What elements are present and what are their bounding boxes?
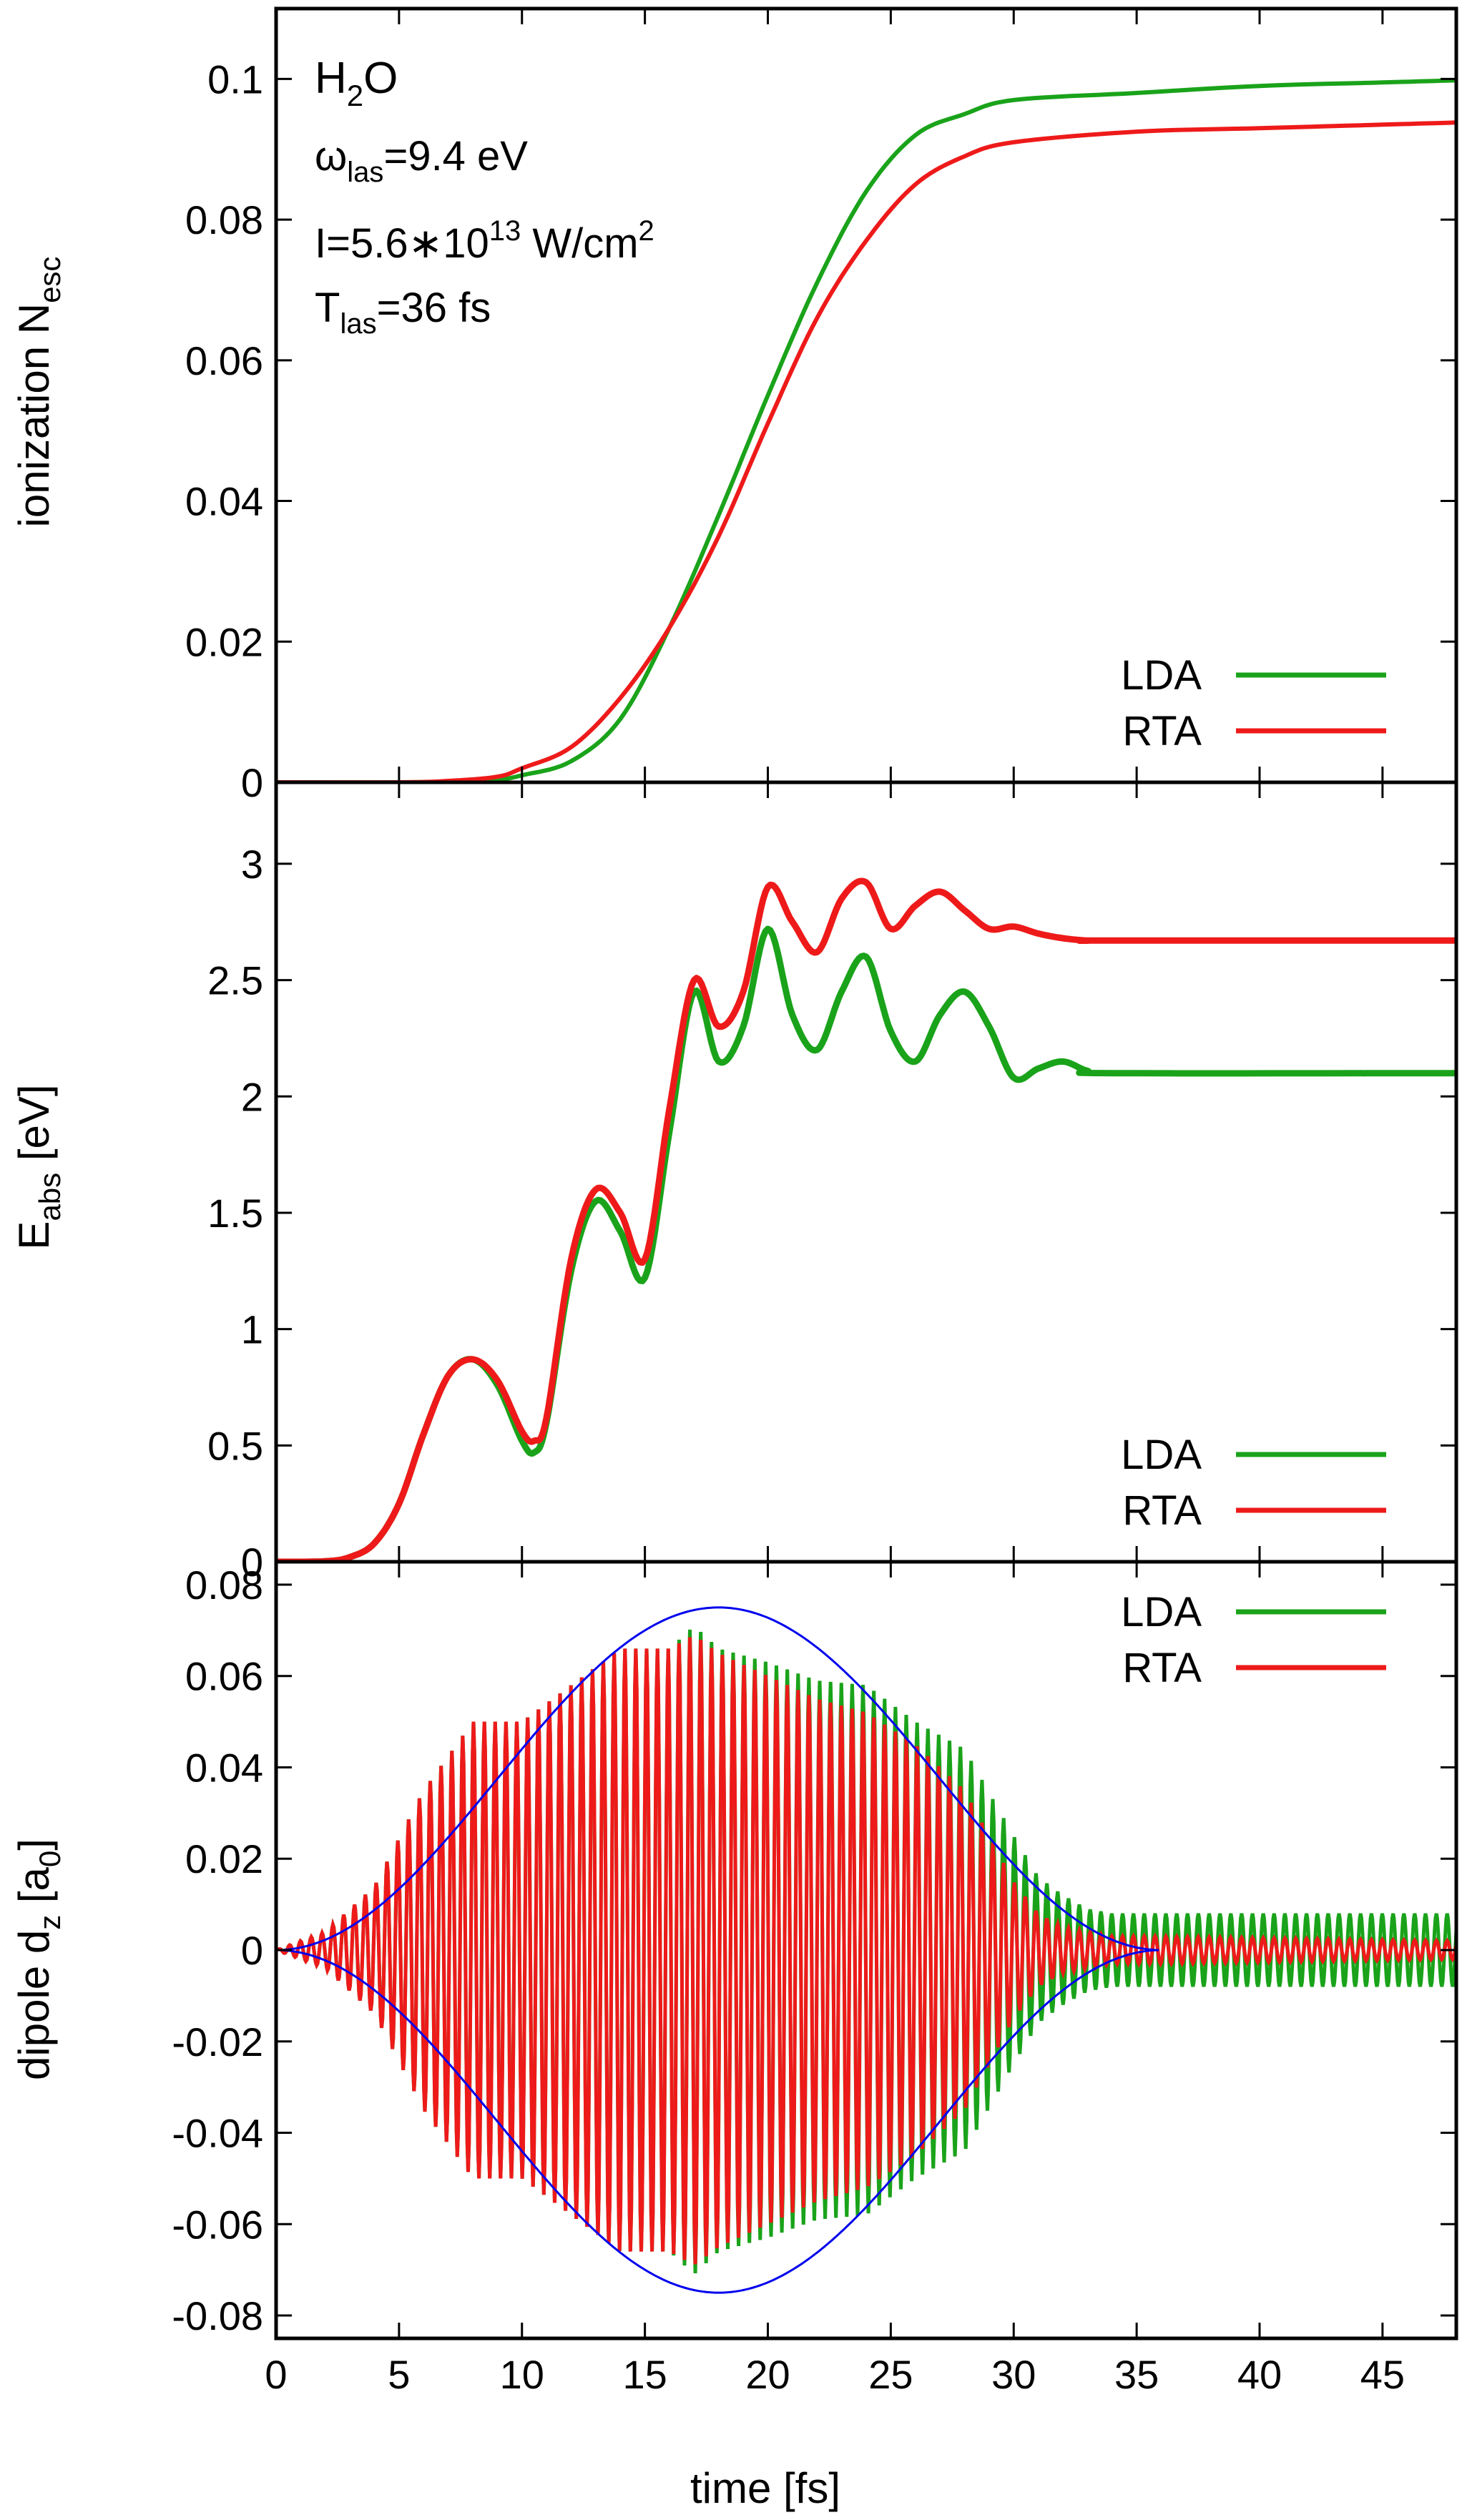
x-tick-label: 15 <box>622 2352 667 2397</box>
y-tick-label: 0.06 <box>185 338 263 383</box>
y-tick-label: 0 <box>241 1928 263 1973</box>
y-tick-label: 1 <box>241 1307 263 1352</box>
y-tick-label: 2 <box>241 1074 263 1119</box>
y-tick-label: 0.04 <box>185 479 263 524</box>
annotation-block: H2O ωlas=9.4 eV I=5.6∗1013 W/cm2 Tlas=36… <box>315 54 654 340</box>
envelope-upper <box>276 1606 1159 1951</box>
legend-label-lda: LDA <box>1121 652 1202 699</box>
panel-1: 0 0.02 0.04 0.06 0.08 0.1 LDA RTA <box>185 6 1458 805</box>
y-tick-label: 0.5 <box>207 1423 263 1468</box>
y-tick-label: -0.02 <box>172 2019 263 2064</box>
annotation-intensity: I=5.6∗1013 W/cm2 <box>315 215 654 267</box>
plot-frame-2 <box>274 780 1458 1564</box>
y-tick-label: 0.08 <box>185 1562 263 1608</box>
y-tick-label: 3 <box>241 842 263 887</box>
plot-area-3 <box>276 1606 1456 2294</box>
legend-3: LDA RTA <box>1121 1589 1386 1691</box>
panel-2: 0 0.5 1 1.5 2 2.5 3 LDA RTA <box>207 780 1458 1585</box>
y-tick-label: -0.04 <box>172 2111 263 2156</box>
x-tick-label: 45 <box>1360 2352 1405 2397</box>
annotation-frequency: ωlas=9.4 eV <box>315 133 528 188</box>
x-tick-label: 10 <box>500 2352 544 2397</box>
y-tick-label: 0.02 <box>185 619 263 664</box>
y-tick-label: 1.5 <box>207 1191 263 1236</box>
series-line-lda <box>276 78 1456 782</box>
y-axis-label-ionization: ionization Nesc <box>10 257 67 528</box>
series-line-rta <box>276 1637 1456 2265</box>
plot-frame-3 <box>274 1560 1458 2341</box>
x-tick-label: 35 <box>1114 2352 1159 2397</box>
panel-3: -0.08 -0.06 -0.04 -0.02 0 0.02 0.04 0.06 0.08 LDA… <box>172 1560 1458 2341</box>
y-tick-label: 0.02 <box>185 1836 263 1881</box>
legend-label-rta: RTA <box>1122 1487 1202 1534</box>
series-line-rta <box>276 877 1456 1562</box>
envelope-lower <box>276 1949 1159 2294</box>
legend-label-rta: RTA <box>1122 1645 1202 1691</box>
y-axis-label-dipole: dipole dz [a0] <box>10 1839 67 2080</box>
x-axis-label: time [fs] <box>690 2464 840 2512</box>
plot-area-1 <box>276 78 1456 782</box>
annotation-duration: Tlas=36 fs <box>315 285 491 340</box>
y-tick-label: 2.5 <box>207 958 263 1003</box>
x-tick-label: 30 <box>991 2352 1036 2397</box>
legend-2: LDA RTA <box>1121 1432 1386 1534</box>
y-axis-label-energy: Eabs [eV] <box>10 1084 67 1249</box>
y-tick-label: 0 <box>241 760 263 805</box>
x-tick-label: 25 <box>868 2352 913 2397</box>
legend-label-lda: LDA <box>1121 1589 1202 1635</box>
x-tick-label: 0 <box>265 2352 287 2397</box>
series-line-rta <box>276 120 1456 782</box>
x-tick-label: 20 <box>745 2352 790 2397</box>
y-tick-label: -0.08 <box>172 2293 263 2338</box>
y-tick-label: 0.04 <box>185 1745 263 1790</box>
annotation-molecule: H2O <box>315 54 398 112</box>
y-tick-label: 0.1 <box>207 56 263 102</box>
x-tick-label: 40 <box>1237 2352 1282 2397</box>
x-tick-label: 5 <box>388 2352 410 2397</box>
series-line-lda <box>276 925 1456 1562</box>
y-tick-label: 0.06 <box>185 1654 263 1699</box>
legend-1: LDA RTA <box>1121 652 1386 754</box>
y-tick-label: -0.06 <box>172 2202 263 2247</box>
y-tick-label: 0 <box>241 1540 263 1585</box>
plot-area-2 <box>276 877 1456 1562</box>
plot-frame-1 <box>274 6 1458 784</box>
legend-label-lda: LDA <box>1121 1432 1202 1478</box>
y-tick-label: 0.08 <box>185 197 263 242</box>
panels: 0 0.02 0.04 0.06 0.08 0.1 LDA RTA 0 0.5 1 1.5 2 2.5 3 L… <box>172 6 1458 2341</box>
legend-label-rta: RTA <box>1122 708 1202 754</box>
